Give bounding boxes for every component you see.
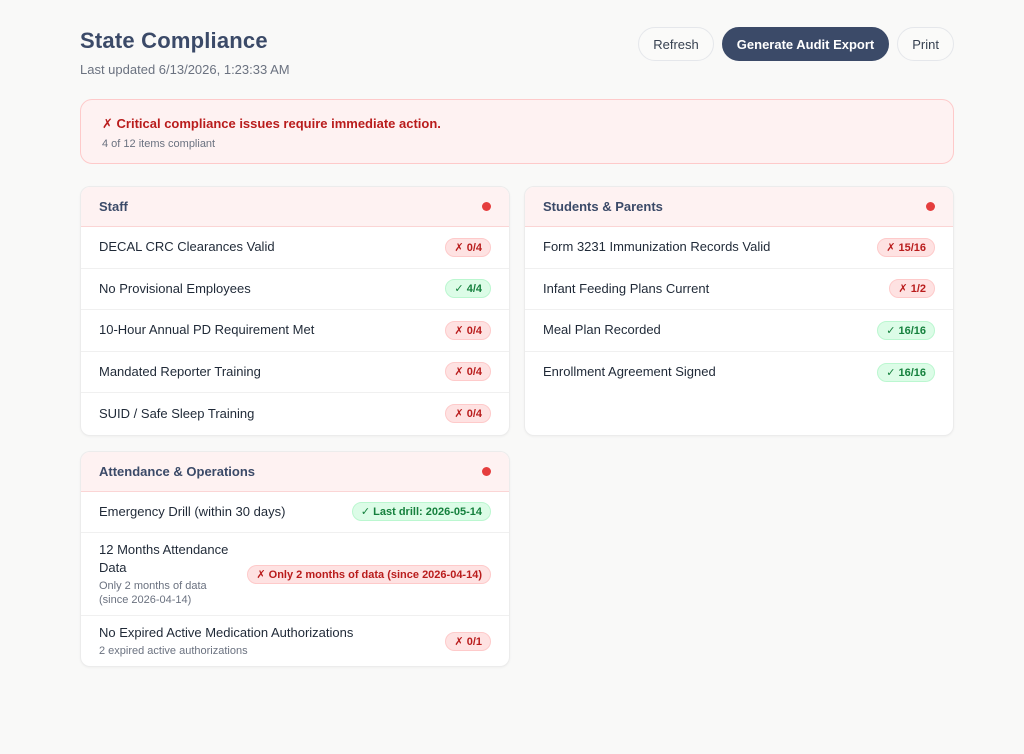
item-label: Emergency Drill (within 30 days) bbox=[99, 503, 286, 519]
section-header: Staff bbox=[81, 187, 509, 227]
button[interactable]: Print bbox=[897, 27, 954, 61]
button[interactable]: Refresh bbox=[638, 27, 714, 61]
compliance-item: Enrollment Agreement Signed ✓ 16/16 bbox=[525, 352, 953, 394]
item-label: DECAL CRC Clearances Valid bbox=[99, 239, 275, 255]
item-label: Infant Feeding Plans Current bbox=[543, 280, 710, 296]
last-updated: Last updated 6/13/2026, 1:23:33 AM bbox=[80, 62, 290, 77]
compliance-item: DECAL CRC Clearances Valid ✗ 0/4 bbox=[81, 227, 509, 269]
alert: ✗ Critical compliance issues require imm… bbox=[80, 99, 954, 164]
header-text: State Compliance Last updated 6/13/2026,… bbox=[80, 28, 290, 77]
section-card: Staff DECAL CRC Clearances Valid ✗ 0/4 No P… bbox=[80, 186, 510, 436]
compliance-item: Form 3231 Immunization Records Valid ✗ 15… bbox=[525, 227, 953, 269]
compliance-item: No Provisional Employees ✓ 4/4 bbox=[81, 269, 509, 310]
section-header: Students & Parents bbox=[525, 187, 953, 227]
item-label: Form 3231 Immunization Records Valid bbox=[543, 239, 771, 255]
compliance-item: 12 Months Attendance Data Only 2 months o… bbox=[81, 533, 509, 616]
item-text: 10-Hour Annual PD Requirement Met bbox=[99, 321, 435, 339]
status-badge: ✗ 0/4 bbox=[445, 362, 491, 382]
item-label: Meal Plan Recorded bbox=[543, 322, 661, 338]
item-note: 2 expired active authorizations bbox=[99, 645, 248, 657]
item-note: Only 2 months of data (since 2026-04-14) bbox=[99, 580, 207, 606]
item-label: SUID / Safe Sleep Training bbox=[99, 405, 255, 421]
sections: Staff DECAL CRC Clearances Valid ✗ 0/4 No P… bbox=[80, 186, 954, 667]
status-badge: ✓ 4/4 bbox=[445, 279, 491, 299]
container: State Compliance Last updated 6/13/2026,… bbox=[80, 0, 954, 667]
item-label: No Provisional Employees bbox=[99, 280, 251, 296]
section-title: Staff bbox=[99, 199, 128, 214]
compliance-item: No Expired Active Medication Authorizati… bbox=[81, 616, 509, 666]
section-header: Attendance & Operations bbox=[81, 451, 509, 492]
section-card: Attendance & Operations Emergency Drill (… bbox=[80, 450, 510, 667]
section-title: Students & Parents bbox=[543, 199, 663, 214]
header: State Compliance Last updated 6/13/2026,… bbox=[80, 0, 954, 99]
compliance-item: SUID / Safe Sleep Training ✗ 0/4 bbox=[81, 393, 509, 435]
item-text: Infant Feeding Plans Current bbox=[543, 280, 879, 298]
item-text: Form 3231 Immunization Records Valid bbox=[543, 238, 867, 256]
status-dot bbox=[482, 466, 491, 476]
section-card: Students & Parents Form 3231 Immunization… bbox=[524, 186, 954, 436]
item-text: Emergency Drill (within 30 days) bbox=[99, 503, 342, 521]
status-badge: ✗ Only 2 months of data (since 2026-04-1… bbox=[247, 564, 491, 584]
status-badge: ✓ 16/16 bbox=[877, 320, 935, 340]
item-text: 12 Months Attendance Data Only 2 months o… bbox=[99, 541, 237, 607]
item-text: No Expired Active Medication Authorizati… bbox=[99, 624, 435, 658]
compliance-item: 10-Hour Annual PD Requirement Met ✗ 0/4 bbox=[81, 310, 509, 352]
alert-title: ✗ Critical compliance issues require imm… bbox=[102, 116, 441, 131]
status-badge: ✗ 15/16 bbox=[877, 237, 935, 257]
compliance-item: Meal Plan Recorded ✓ 16/16 bbox=[525, 310, 953, 352]
item-text: Enrollment Agreement Signed bbox=[543, 363, 867, 381]
page-title: State Compliance bbox=[80, 28, 268, 53]
status-badge: ✗ 1/2 bbox=[889, 279, 935, 299]
item-label: No Expired Active Medication Authorizati… bbox=[99, 625, 354, 640]
item-text: Mandated Reporter Training bbox=[99, 363, 435, 381]
compliance-item: Infant Feeding Plans Current ✗ 1/2 bbox=[525, 269, 953, 310]
status-badge: ✗ 0/4 bbox=[445, 320, 491, 340]
status-badge: ✗ 0/4 bbox=[445, 404, 491, 424]
item-text: Meal Plan Recorded bbox=[543, 321, 867, 339]
status-dot bbox=[482, 202, 491, 211]
item-text: DECAL CRC Clearances Valid bbox=[99, 238, 435, 256]
section-title: Attendance & Operations bbox=[99, 463, 256, 479]
item-label: 12 Months Attendance Data bbox=[99, 542, 229, 575]
button[interactable]: Generate Audit Export bbox=[721, 27, 890, 61]
item-text: SUID / Safe Sleep Training bbox=[99, 405, 435, 423]
item-label: Enrollment Agreement Signed bbox=[543, 364, 716, 380]
compliance-item: Mandated Reporter Training ✗ 0/4 bbox=[81, 352, 509, 393]
item-label: 10-Hour Annual PD Requirement Met bbox=[99, 322, 315, 338]
status-badge: ✓ Last drill: 2026-05-14 bbox=[351, 502, 491, 522]
item-label: Mandated Reporter Training bbox=[99, 363, 261, 379]
button-group: Refresh Generate Audit Export Print bbox=[638, 27, 954, 61]
status-badge: ✗ 0/1 bbox=[445, 631, 491, 651]
status-badge: ✗ 0/4 bbox=[445, 237, 491, 257]
status-badge: ✓ 16/16 bbox=[877, 362, 935, 382]
status-dot bbox=[926, 202, 935, 211]
item-text: No Provisional Employees bbox=[99, 280, 435, 298]
compliance-item: Emergency Drill (within 30 days) ✓ Last d… bbox=[81, 492, 509, 533]
alert-subtitle: 4 of 12 items compliant bbox=[102, 138, 216, 150]
